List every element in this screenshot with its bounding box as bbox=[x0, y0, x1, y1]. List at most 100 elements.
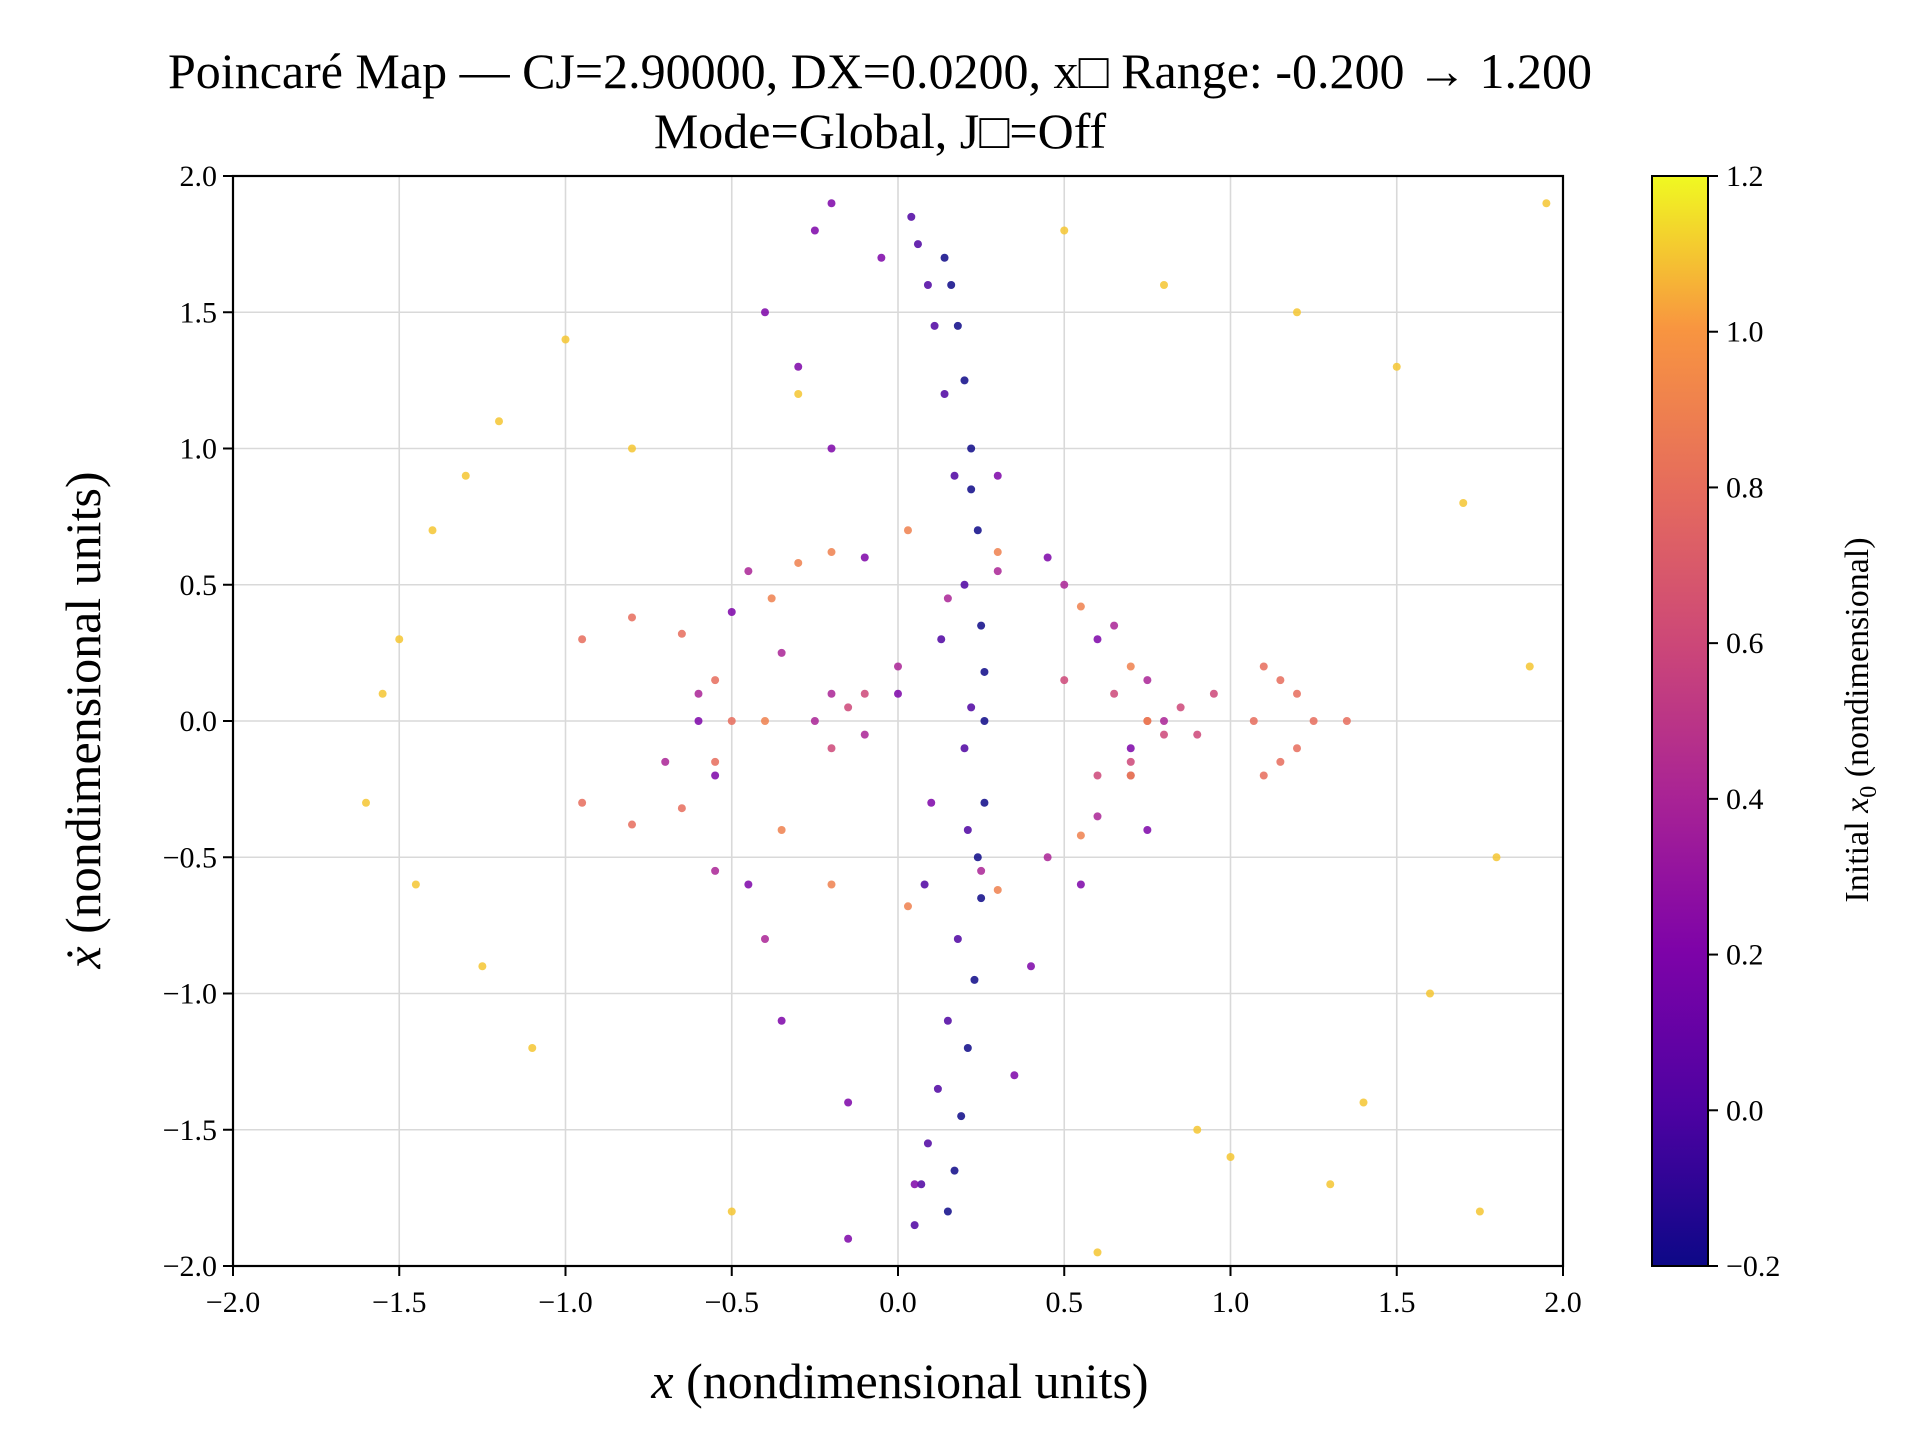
x-axis-label: x (nondimensional units) bbox=[650, 1353, 1148, 1409]
scatter-point bbox=[761, 308, 769, 317]
scatter-point bbox=[844, 1098, 853, 1107]
scatter-point bbox=[933, 1084, 942, 1093]
scatter-point bbox=[1160, 281, 1168, 289]
scatter-point bbox=[913, 240, 922, 249]
scatter-point bbox=[1226, 1153, 1235, 1161]
scatter-point bbox=[980, 667, 989, 676]
scatter-point bbox=[428, 526, 437, 535]
scatter-point bbox=[1459, 499, 1468, 507]
scatter-point bbox=[694, 717, 703, 725]
scatter-point bbox=[1259, 771, 1268, 780]
scatter-point bbox=[1475, 1207, 1484, 1216]
scatter-point bbox=[528, 1044, 537, 1052]
scatter-point bbox=[967, 703, 976, 712]
scatter-point bbox=[1293, 744, 1301, 753]
scatter-point bbox=[993, 885, 1002, 894]
scatter-point bbox=[677, 804, 686, 813]
scatter-point bbox=[1293, 308, 1301, 317]
scatter-point bbox=[767, 594, 776, 603]
scatter-point bbox=[1060, 676, 1069, 685]
x-tick-label: −1.0 bbox=[538, 1286, 592, 1319]
scatter-point bbox=[1525, 662, 1534, 671]
scatter-point bbox=[860, 689, 869, 698]
scatter-point bbox=[727, 717, 736, 725]
scatter-point bbox=[727, 608, 736, 616]
scatter-point bbox=[1276, 757, 1285, 766]
y-tick-label: 2.0 bbox=[180, 160, 218, 193]
scatter-point bbox=[1076, 602, 1085, 611]
scatter-point bbox=[910, 1221, 919, 1230]
scatter-point bbox=[923, 281, 932, 289]
scatter-point bbox=[378, 689, 387, 698]
scatter-point bbox=[1093, 771, 1102, 780]
scatter-point bbox=[827, 744, 836, 753]
scatter-point bbox=[960, 580, 969, 589]
scatter-point bbox=[877, 253, 886, 262]
scatter-point bbox=[794, 558, 803, 567]
colorbar-tick-label: 0.0 bbox=[1726, 1094, 1764, 1127]
scatter-point bbox=[1309, 717, 1318, 725]
scatter-point bbox=[1093, 1248, 1102, 1257]
chart-title-line-2: Mode=Global, J□=Off bbox=[654, 103, 1107, 159]
scatter-point bbox=[1542, 199, 1551, 208]
scatter-point bbox=[970, 975, 979, 984]
scatter-point bbox=[411, 880, 420, 889]
scatter-point bbox=[894, 662, 902, 671]
scatter-point bbox=[711, 866, 720, 875]
scatter-point bbox=[1043, 853, 1052, 862]
chart-title-line-1: Poincaré Map — CJ=2.90000, DX=0.0200, x□… bbox=[168, 43, 1592, 99]
y-axis-ticks: −2.0 −1.5 −1.0 −0.5 0.0 0.5 1.0 1.5 2.0 bbox=[163, 160, 233, 1283]
scatter-point bbox=[943, 1016, 952, 1025]
scatter-point bbox=[977, 621, 986, 630]
scatter-point bbox=[827, 199, 836, 208]
scatter-point bbox=[960, 376, 969, 385]
scatter-point bbox=[1160, 730, 1168, 739]
colorbar-ticks: −0.2 0.0 0.2 0.4 0.6 0.8 1.0 1.2 bbox=[1708, 160, 1780, 1283]
scatter-point bbox=[1359, 1098, 1368, 1107]
scatter-point bbox=[561, 335, 570, 344]
scatter-point bbox=[1293, 689, 1301, 698]
scatter-point bbox=[953, 321, 962, 330]
scatter-point bbox=[1392, 362, 1401, 371]
scatter-point bbox=[1249, 717, 1258, 725]
scatter-point bbox=[1193, 730, 1202, 739]
scatter-point bbox=[1143, 717, 1152, 725]
scatter-point bbox=[950, 1166, 959, 1175]
scatter-point bbox=[1060, 580, 1069, 589]
scatter-point bbox=[810, 226, 819, 235]
scatter-point bbox=[844, 703, 853, 712]
scatter-point bbox=[973, 526, 982, 535]
y-tick-label: −1.5 bbox=[163, 1114, 217, 1147]
scatter-point bbox=[960, 744, 969, 753]
scatter-point bbox=[1426, 989, 1434, 998]
scatter-point bbox=[827, 444, 836, 453]
scatter-point bbox=[920, 880, 929, 889]
scatter-point bbox=[1110, 689, 1119, 698]
scatter-point bbox=[362, 798, 370, 807]
scatter-point bbox=[993, 471, 1002, 480]
scatter-point bbox=[744, 567, 753, 576]
scatter-point bbox=[1126, 757, 1135, 766]
x-tick-label: 1.0 bbox=[1212, 1286, 1250, 1319]
scatter-point bbox=[794, 362, 803, 371]
scatter-point bbox=[980, 798, 989, 807]
scatter-point bbox=[1010, 1071, 1019, 1080]
scatter-point bbox=[1093, 812, 1102, 821]
scatter-point bbox=[947, 281, 956, 289]
scatter-point bbox=[993, 567, 1002, 576]
scatter-point bbox=[1093, 635, 1102, 644]
scatter-point bbox=[930, 321, 939, 330]
scatter-point bbox=[1259, 662, 1268, 671]
x-tick-label: 0.5 bbox=[1046, 1286, 1084, 1319]
y-axis-label: ẋ (nondimensional units) bbox=[55, 471, 111, 969]
scatter-point bbox=[761, 935, 769, 943]
scatter-point bbox=[903, 902, 912, 911]
y-tick-label: 1.5 bbox=[180, 296, 218, 329]
scatter-point bbox=[844, 1234, 853, 1243]
scatter-point bbox=[907, 212, 916, 221]
x-axis-ticks: −2.0 −1.5 −1.0 −0.5 0.0 0.5 1.0 1.5 2.0 bbox=[206, 1266, 1582, 1319]
scatter-point bbox=[894, 689, 902, 698]
colorbar-tick-label: 1.2 bbox=[1726, 160, 1764, 193]
scatter-point bbox=[1276, 676, 1285, 685]
